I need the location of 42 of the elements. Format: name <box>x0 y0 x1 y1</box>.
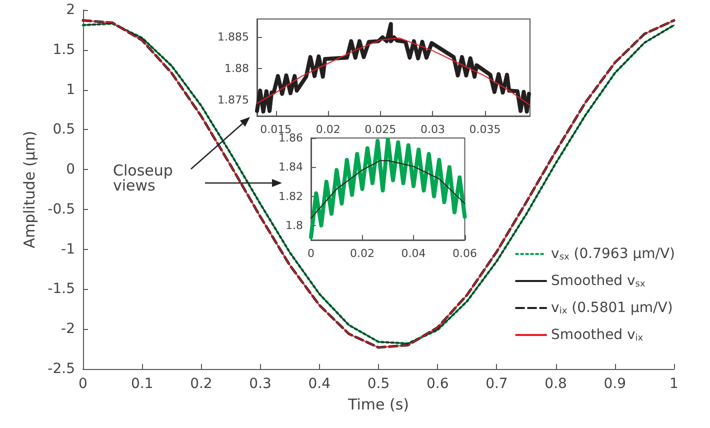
line-series <box>309 137 467 240</box>
annotation: Closeup views <box>113 162 178 194</box>
y-tick-label: 0 <box>66 162 75 178</box>
line-series <box>256 38 530 106</box>
line-series <box>310 160 466 219</box>
x-tick-label: 0.04 <box>401 247 426 260</box>
y-tick-label: 1.82 <box>278 190 303 203</box>
x-tick-label: 0.06 <box>452 247 478 260</box>
x-tick-label: 1 <box>670 376 678 392</box>
y-tick-label: 1.86 <box>278 132 303 144</box>
y-tick-label: -2.5 <box>48 361 75 377</box>
x-tick-label: 0.025 <box>364 123 396 136</box>
x-tick-label: 0.3 <box>249 376 272 392</box>
y-tick-label: 1.885 <box>218 30 249 44</box>
line-series <box>255 22 531 114</box>
x-tick-label: 0.02 <box>350 247 374 260</box>
x-tick-label: 0.8 <box>544 376 567 392</box>
y-tick-label: 1 <box>66 82 75 98</box>
y-tick-label: -1 <box>61 241 75 258</box>
y-tick-label: -2 <box>61 321 75 338</box>
y-tick-label: 1.88 <box>224 62 249 75</box>
x-tick-label: 0.02 <box>316 123 340 136</box>
y-tick-label: 1.5 <box>52 42 75 58</box>
x-axis-title: Time (s) <box>347 396 409 414</box>
y-tick-label: 1.875 <box>218 94 249 107</box>
y-tick-label: 1.84 <box>278 160 303 174</box>
x-tick-label: 0.035 <box>469 123 501 136</box>
x-tick-label: 0.9 <box>604 376 626 392</box>
x-tick-label: 0.2 <box>190 376 212 392</box>
x-tick-label: 0.7 <box>486 376 508 392</box>
y-tick-label: 1.8 <box>286 218 303 232</box>
y-tick-label: -1.5 <box>48 281 75 298</box>
x-tick-label: 0.6 <box>426 376 449 392</box>
y-tick-label: -0.5 <box>48 201 75 218</box>
x-tick-label: 0.5 <box>367 376 390 392</box>
x-tick-label: 0.1 <box>130 376 154 392</box>
x-tick-label: 0 <box>78 376 88 392</box>
x-tick-label: 0.4 <box>308 376 331 392</box>
x-tick-label: 0 <box>308 247 314 260</box>
x-tick-label: 0.03 <box>420 123 445 136</box>
y-tick-label: 2 <box>66 2 75 18</box>
y-axis-title: Amplitude (µm) <box>20 130 38 248</box>
